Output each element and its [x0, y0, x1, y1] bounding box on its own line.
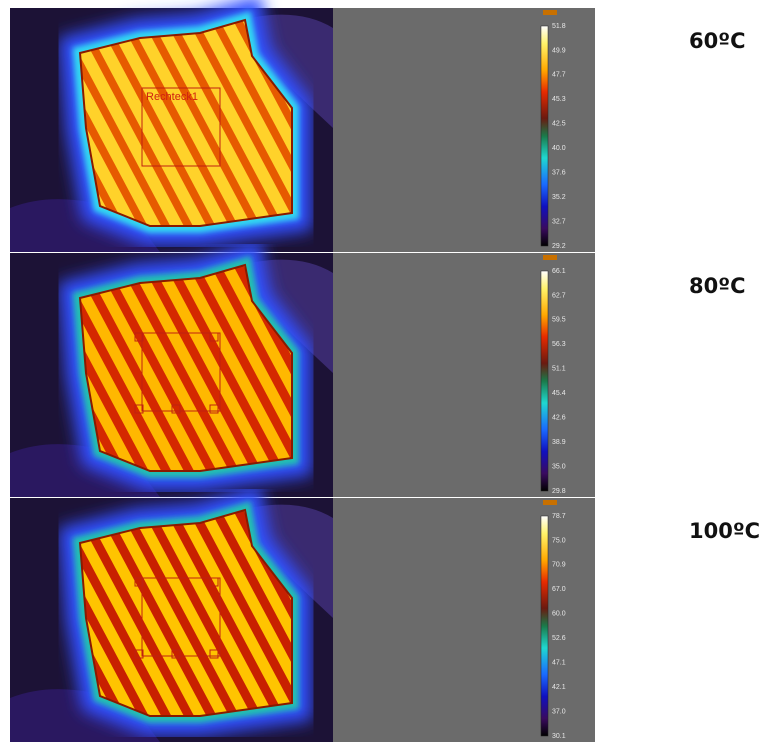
colorbar-tick-label: 66.1 [552, 268, 566, 275]
colorbar-tick-label: 47.1 [552, 660, 566, 667]
colorbar-tick-label: 30.1 [552, 733, 566, 740]
thermal-image [10, 498, 333, 742]
thermal-panel: 78.7 75.0 70.9 67.0 60.0 52.6 47.1 42.1 37.0 30.1… [10, 498, 760, 742]
thermal-panel: 66.1 62.7 59.5 56.3 51.1 45.4 42.6 38.9 35.0 29.8… [10, 253, 745, 497]
colorbar-tick-label: 52.6 [552, 635, 566, 642]
colorbar-tick-label: 56.3 [552, 341, 566, 348]
colorbar-tick-label: 47.7 [552, 72, 566, 79]
colorbar-tick-label: 32.7 [552, 218, 566, 225]
temperature-label: 100ºC [689, 519, 760, 543]
colorbar-tick-label: 60.0 [552, 611, 566, 618]
colorbar-tick-label: 59.5 [552, 317, 566, 324]
colorbar-tick-label: 78.7 [552, 513, 566, 520]
colorbar-tick-label: 45.3 [552, 96, 566, 103]
colorbar-tick-label: 37.6 [552, 170, 566, 177]
colorbar-tick-label: 70.9 [552, 562, 566, 569]
colorbar-tick-label: 42.5 [552, 121, 566, 128]
colorbar-tick-label: 40.0 [552, 145, 566, 152]
thermal-image: Rechteck1 [10, 8, 333, 252]
figure: Rechteck1 51.8 49.9 47.7 45.3 42.5 40.0 37.6 35.… [0, 0, 776, 742]
roi-label: Rechteck1 [146, 91, 198, 103]
colorbar-icons [543, 10, 557, 15]
colorbar-tick-label: 75.0 [552, 537, 566, 544]
colorbar [541, 516, 548, 736]
temperature-label: 80ºC [689, 274, 745, 298]
colorbar-tick-label: 62.7 [552, 292, 566, 299]
thermal-image [10, 253, 333, 497]
colorbar-tick-label: 45.4 [552, 390, 566, 397]
colorbar-tick-label: 29.2 [552, 243, 566, 250]
colorbar-tick-label: 35.2 [552, 194, 566, 201]
colorbar-tick-label: 49.9 [552, 47, 566, 54]
colorbar-tick-label: 67.0 [552, 586, 566, 593]
colorbar [541, 271, 548, 491]
colorbar-tick-label: 37.0 [552, 708, 566, 715]
colorbar-icons [543, 500, 557, 505]
colorbar-tick-label: 29.8 [552, 488, 566, 495]
colorbar-tick-label: 51.8 [552, 23, 566, 30]
colorbar-tick-label: 38.9 [552, 439, 566, 446]
thermal-panel: Rechteck1 51.8 49.9 47.7 45.3 42.5 40.0 37.6 35.… [10, 8, 745, 252]
colorbar-icons [543, 255, 557, 260]
colorbar [541, 26, 548, 246]
colorbar-tick-label: 42.1 [552, 684, 566, 691]
colorbar-tick-label: 42.6 [552, 415, 566, 422]
colorbar-tick-label: 51.1 [552, 366, 566, 373]
colorbar-tick-label: 35.0 [552, 463, 566, 470]
temperature-label: 60ºC [689, 29, 745, 53]
